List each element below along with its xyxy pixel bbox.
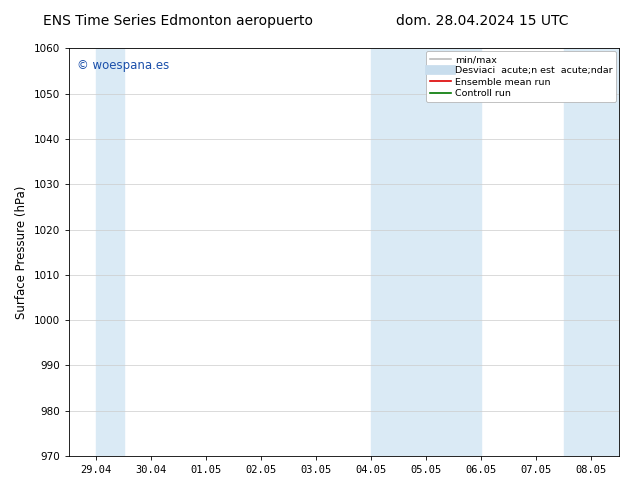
Bar [96,49,124,456]
Text: dom. 28.04.2024 15 UTC: dom. 28.04.2024 15 UTC [396,14,568,28]
Legend: min/max, Desviaci  acute;n est  acute;ndar, Ensemble mean run, Controll run: min/max, Desviaci acute;n est acute;ndar… [427,51,616,102]
Bar [372,49,481,456]
Bar [564,49,619,456]
Text: © woespana.es: © woespana.es [77,59,169,72]
Y-axis label: Surface Pressure (hPa): Surface Pressure (hPa) [15,186,28,319]
Text: ENS Time Series Edmonton aeropuerto: ENS Time Series Edmonton aeropuerto [42,14,313,28]
